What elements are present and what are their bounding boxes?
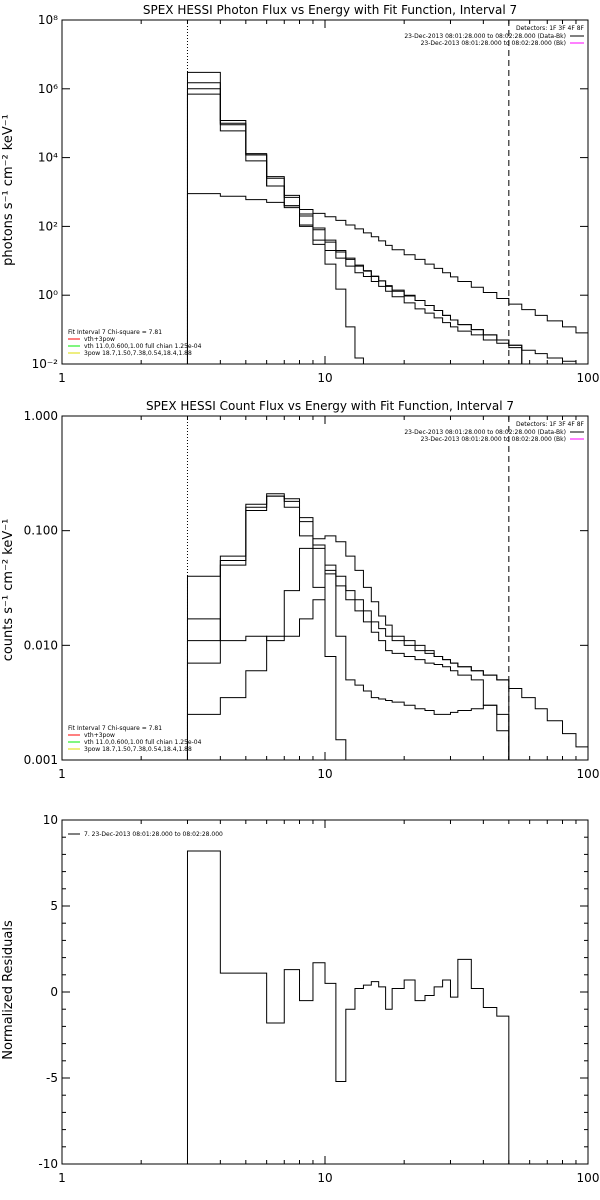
count-flux-y-label: counts s⁻¹ cm⁻² keV⁻¹ (1, 519, 16, 662)
y-tick-label: 10⁶ (38, 82, 58, 96)
series-vth-3pow (186, 193, 588, 364)
y-tick-label: 0.001 (24, 753, 58, 767)
x-tick-label: 10 (317, 1171, 332, 1185)
legend-entry-label: vth 11.0,0.600,1.00 full chian 1.25e-04 (84, 343, 202, 350)
fit-info-label: Fit Interval 7 Chi-square = 7.81 (68, 329, 162, 336)
y-tick-label: 10⁻² (32, 357, 59, 371)
y-tick-label: 0.100 (24, 524, 58, 538)
y-tick-label: 10⁸ (38, 13, 58, 27)
photon-flux-title: SPEX HESSI Photon Flux vs Energy with Fi… (143, 3, 517, 17)
legend-entry-label: 23-Dec-2013 08:01:28.000 to 08:02:28.000… (404, 33, 566, 40)
series-vth (186, 93, 372, 364)
photon-flux-panel: SPEX HESSI Photon Flux vs Energy with Fi… (1, 3, 599, 385)
series-vth (186, 495, 356, 760)
legend-entry-label: 23-Dec-2013 08:01:28.000 to 08:02:28.000… (421, 436, 566, 443)
x-tick-label: 100 (577, 371, 600, 385)
y-tick-label: 10⁴ (38, 151, 58, 165)
series-data-bk (186, 493, 510, 760)
x-tick-label: 1 (58, 371, 66, 385)
x-tick-label: 100 (577, 1171, 600, 1185)
x-tick-label: 1 (58, 767, 66, 781)
series-data-bk (186, 71, 523, 364)
legend-entry-label: vth+3pow (84, 336, 115, 343)
x-tick-label: 10 (317, 767, 332, 781)
series-3pow (186, 535, 588, 760)
legend-entry-label: 7. 23-Dec-2013 08:01:28.000 to 08:02:28.… (84, 831, 223, 838)
x-tick-label: 100 (577, 767, 600, 781)
legend-entry-label: 3pow 18.7,1.50,7.38,0.54,18.4,1.88 (84, 746, 192, 753)
count-flux-title: SPEX HESSI Count Flux vs Energy with Fit… (146, 399, 514, 413)
residuals-panel: Normalized Residuals 1 10 100 -10 -5 0 5 10 7. 2… (1, 813, 599, 1185)
series-residuals (186, 850, 510, 1164)
y-tick-label: -5 (46, 1071, 58, 1085)
legend-entry-label: vth+3pow (84, 732, 115, 739)
y-tick-label: 0 (50, 985, 58, 999)
photon-flux-y-label: photons s⁻¹ cm⁻² keV⁻¹ (1, 114, 16, 266)
residuals-y-label: Normalized Residuals (1, 920, 16, 1060)
legend-entry-label: vth 11.0,0.600,1.00 full chian 1.25e-04 (84, 739, 202, 746)
y-tick-label: 10² (38, 219, 58, 233)
y-tick-label: -10 (38, 1157, 58, 1171)
fit-info-label: Fit Interval 7 Chi-square = 7.81 (68, 725, 162, 732)
x-tick-label: 10 (317, 371, 332, 385)
series-bk (186, 88, 588, 364)
series-vth-3pow (186, 495, 510, 760)
y-tick-label: 5 (50, 899, 58, 913)
legend-entry-label: 3pow 18.7,1.50,7.38,0.54,18.4,1.88 (84, 350, 192, 357)
legend-entry-label: 23-Dec-2013 08:01:28.000 to 08:02:28.000… (421, 40, 566, 47)
count-flux-panel: SPEX HESSI Count Flux vs Energy with Fit… (1, 399, 599, 781)
detectors-label: Detectors: 1F 3F 4F 8F (516, 421, 585, 428)
legend-entry-label: 23-Dec-2013 08:01:28.000 to 08:02:28.000… (404, 429, 566, 436)
y-tick-label: 0.010 (24, 638, 58, 652)
y-tick-label: 1.000 (24, 409, 58, 423)
y-tick-label: 10⁰ (38, 288, 58, 302)
y-tick-label: 10 (43, 813, 58, 827)
x-tick-label: 1 (58, 1171, 66, 1185)
series-bk (186, 569, 523, 760)
detectors-label: Detectors: 1F 3F 4F 8F (516, 25, 585, 32)
